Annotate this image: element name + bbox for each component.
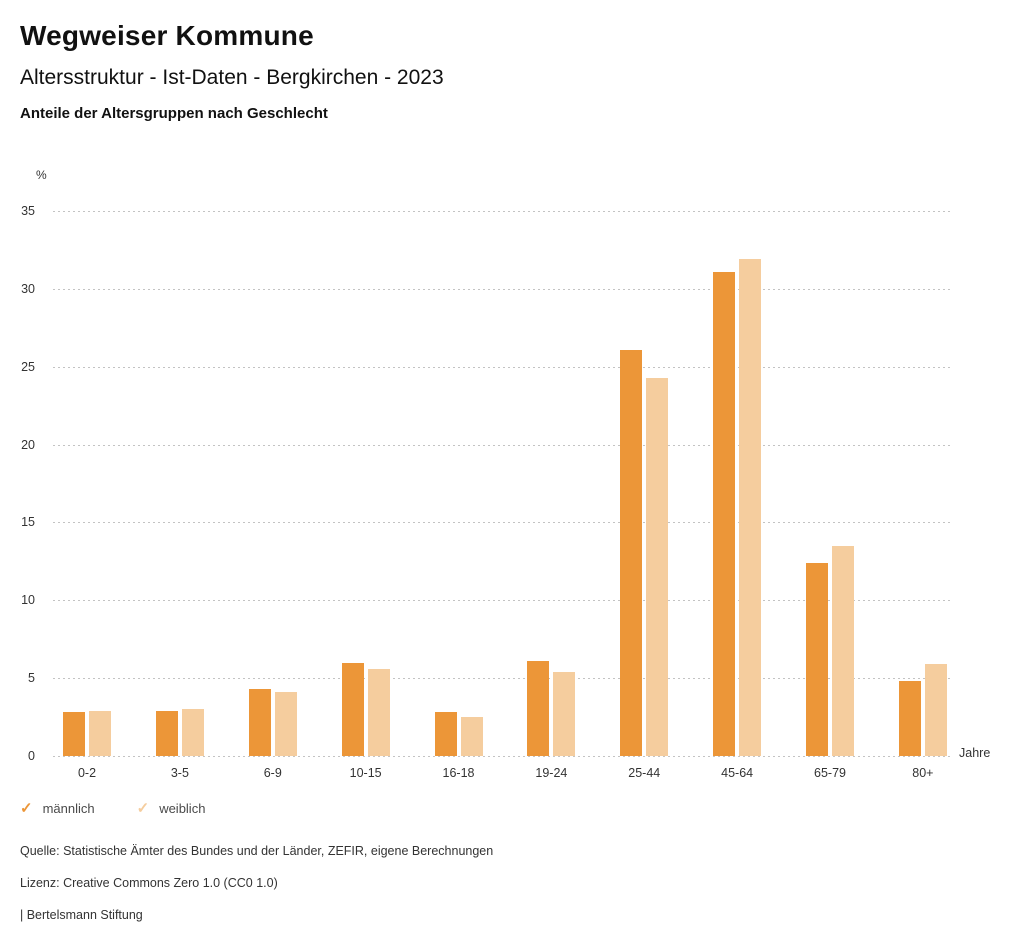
bar-maennlich-65-79[interactable]	[806, 562, 828, 756]
bar-group-19-24	[527, 211, 576, 756]
y-tick-label-35: 35	[21, 204, 35, 218]
legend-label: weiblich	[159, 801, 206, 816]
legend-label: männlich	[42, 801, 95, 816]
x-label-16-18: 16-18	[442, 766, 475, 780]
bar-weiblich-45-64[interactable]	[739, 259, 762, 756]
y-tick-label-0: 0	[28, 749, 35, 763]
gridline-35	[53, 211, 952, 212]
x-label-80+: 80+	[912, 766, 934, 780]
y-axis-ticks: 35 30 25 20 15 10 5 0	[0, 204, 35, 763]
bar-maennlich-45-64[interactable]	[713, 271, 736, 756]
attribution-text: | Bertelsmann Stiftung	[20, 908, 143, 922]
gridline-15	[53, 522, 952, 524]
header: Wegweiser Kommune Altersstruktur - Ist-D…	[20, 20, 980, 122]
chart-subtitle: Altersstruktur - Ist-Daten - Bergkirchen…	[20, 66, 444, 89]
y-tick-label-5: 5	[28, 671, 35, 686]
legend-item-maennlich[interactable]: ✓ männlich	[20, 801, 95, 816]
bar-group-3-5	[155, 211, 204, 756]
bar-maennlich-19-24[interactable]	[527, 661, 550, 756]
bar-weiblich-25-44[interactable]	[646, 377, 669, 756]
bar-weiblich-10-15[interactable]	[367, 668, 390, 756]
bar-maennlich-25-44[interactable]	[620, 349, 643, 756]
bar-group-10-15	[341, 211, 390, 756]
bar-maennlich-16-18[interactable]	[434, 712, 457, 756]
legend-item-weiblich[interactable]: ✓ weiblich	[137, 801, 206, 816]
x-label-19-24: 19-24	[535, 766, 568, 780]
bar-maennlich-80+[interactable]	[898, 681, 921, 756]
bar-weiblich-3-5[interactable]	[181, 709, 204, 756]
bar-group-25-44	[620, 211, 669, 756]
bar-group-0-2	[63, 211, 111, 756]
bar-maennlich-6-9[interactable]	[248, 689, 271, 756]
bar-group-45-64	[713, 211, 762, 756]
x-label-25-44: 25-44	[628, 766, 661, 780]
checkmark-icon: ✓	[20, 800, 33, 817]
bar-weiblich-0-2[interactable]	[89, 710, 111, 756]
page-title: Wegweiser Kommune	[20, 20, 314, 51]
footer: Quelle: Statistische Ämter des Bundes un…	[20, 844, 980, 940]
y-tick-label-25: 25	[21, 359, 35, 374]
x-label-65-79: 65-79	[814, 766, 846, 780]
source-text: Quelle: Statistische Ämter des Bundes un…	[20, 844, 494, 858]
x-label-6-9: 6-9	[263, 766, 282, 780]
x-axis-unit-label: Jahre	[959, 746, 991, 760]
gridline-0	[53, 756, 952, 757]
gridline-5	[53, 678, 952, 680]
y-tick-label-15: 15	[21, 515, 35, 530]
bar-weiblich-6-9[interactable]	[274, 692, 297, 756]
bar-maennlich-3-5[interactable]	[155, 710, 178, 756]
bar-group-16-18	[434, 211, 483, 756]
bar-group-65-79	[806, 211, 854, 756]
gridline-10	[53, 600, 952, 602]
checkmark-icon: ✓	[136, 800, 150, 817]
x-label-3-5: 3-5	[170, 766, 189, 780]
chart-heading: Anteile der Altersgruppen nach Geschlech…	[20, 105, 328, 122]
y-tick-label-20: 20	[21, 437, 35, 452]
gridline-25	[53, 366, 952, 368]
x-axis-labels: 0-2 3-5 6-9 10-15 16-18 19-24 25-44 45-64 65-79 8…	[53, 766, 952, 780]
plot-area	[53, 211, 952, 757]
license-text: Lizenz: Creative Commons Zero 1.0 (CC0 1…	[20, 876, 278, 890]
bar-group-6-9	[248, 211, 297, 756]
bar-weiblich-80+[interactable]	[924, 664, 947, 756]
x-label-10-15: 10-15	[349, 766, 382, 780]
bar-weiblich-16-18[interactable]	[460, 717, 483, 756]
bar-group-80+	[898, 211, 947, 756]
y-axis-unit-label: %	[36, 168, 47, 182]
y-tick-label-30: 30	[21, 281, 35, 296]
gridline-30	[53, 288, 952, 290]
gridline-20	[53, 444, 952, 446]
x-label-45-64: 45-64	[721, 766, 754, 780]
bar-maennlich-0-2[interactable]	[63, 712, 85, 756]
bars-row	[53, 211, 952, 756]
bar-weiblich-65-79[interactable]	[832, 545, 854, 756]
bar-maennlich-10-15[interactable]	[341, 662, 364, 756]
y-tick-label-10: 10	[21, 593, 35, 608]
bar-weiblich-19-24[interactable]	[553, 671, 576, 756]
legend: ✓ männlich ✓ weiblich	[20, 801, 205, 816]
x-label-0-2: 0-2	[77, 766, 97, 780]
